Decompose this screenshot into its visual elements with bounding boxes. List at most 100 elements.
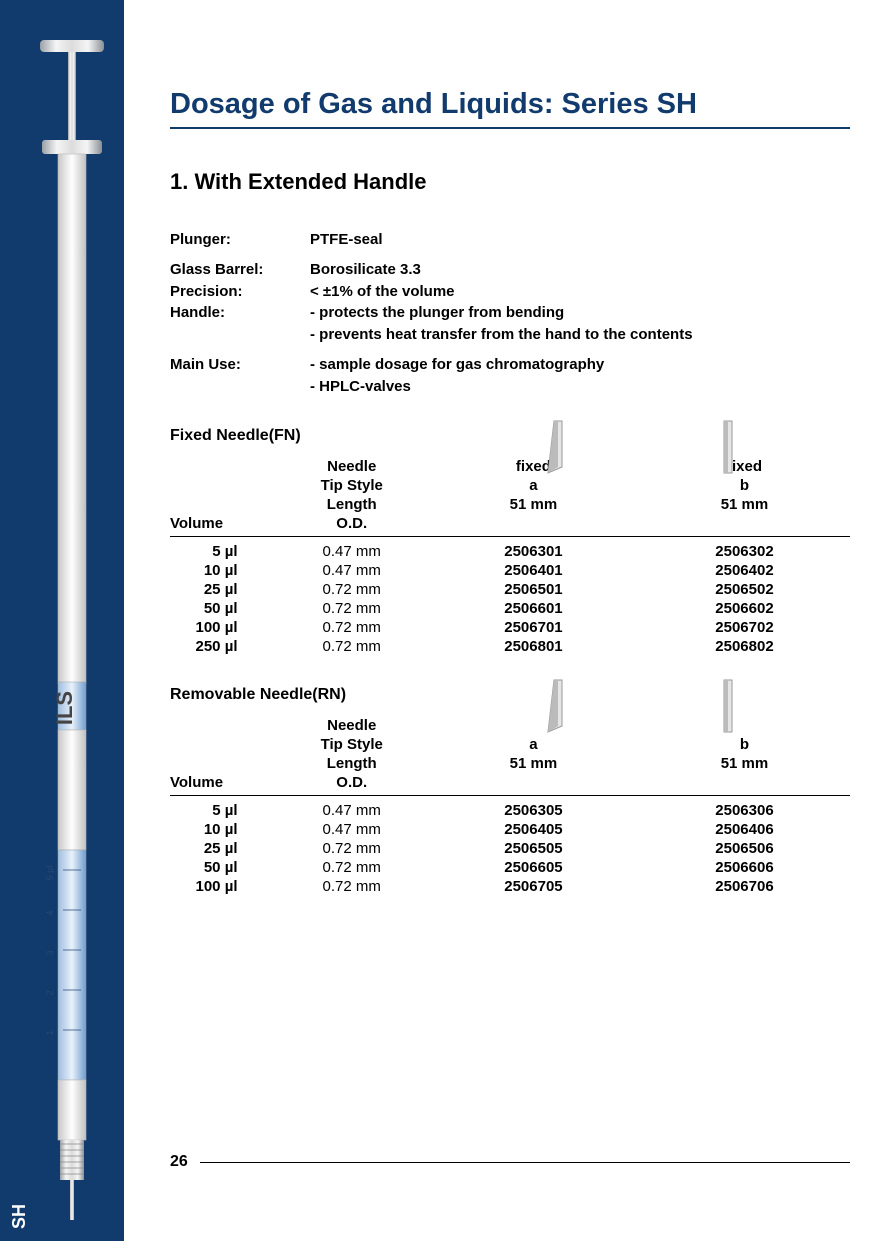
cell-od: 0.47 mm bbox=[276, 537, 428, 562]
cell-code-a: 2506605 bbox=[428, 858, 639, 877]
cell-volume: 100 µl bbox=[170, 877, 276, 896]
table-row: 10 µl0.47 mm25064012506402 bbox=[170, 561, 850, 580]
cell-code-a: 2506505 bbox=[428, 839, 639, 858]
fn-needle-icons bbox=[538, 417, 748, 477]
spec-label-mainuse: Main Use: bbox=[170, 354, 310, 376]
th-od: O.D. bbox=[276, 514, 428, 537]
cell-code-b: 2506506 bbox=[639, 839, 850, 858]
th-a: a bbox=[428, 476, 639, 495]
th-b: b bbox=[639, 735, 850, 754]
series-label: SH bbox=[9, 1204, 30, 1229]
spec-value-mainuse1: - sample dosage for gas chromatography bbox=[310, 354, 850, 376]
needle-tip-b-icon bbox=[708, 417, 748, 477]
cell-code-a: 2506401 bbox=[428, 561, 639, 580]
table-row: 100 µl0.72 mm25067012506702 bbox=[170, 618, 850, 637]
syringe-illustration: ILS 1 2 3 4 5 µl bbox=[40, 40, 104, 1220]
th-needle: Needle bbox=[276, 457, 428, 476]
th-tipstyle: Tip Style bbox=[276, 735, 428, 754]
spec-label-precision: Precision: bbox=[170, 281, 310, 303]
page-title: Dosage of Gas and Liquids: Series SH bbox=[170, 88, 850, 129]
spec-value-handle2: - prevents heat transfer from the hand t… bbox=[310, 324, 850, 346]
cell-code-b: 2506406 bbox=[639, 820, 850, 839]
th-len-b: 51 mm bbox=[639, 495, 850, 514]
table-row: 25 µl0.72 mm25065012506502 bbox=[170, 580, 850, 599]
svg-text:5 µl: 5 µl bbox=[45, 866, 55, 881]
cell-volume: 5 µl bbox=[170, 796, 276, 821]
th-len-a: 51 mm bbox=[428, 754, 639, 773]
table-row: 250 µl0.72 mm25068012506802 bbox=[170, 637, 850, 656]
spec-label-handle: Handle: bbox=[170, 302, 310, 324]
cell-od: 0.72 mm bbox=[276, 637, 428, 656]
sidebar: SH bbox=[0, 0, 124, 1241]
th-tipstyle: Tip Style bbox=[276, 476, 428, 495]
cell-od: 0.72 mm bbox=[276, 599, 428, 618]
rn-needle-icons bbox=[538, 676, 748, 736]
cell-code-a: 2506801 bbox=[428, 637, 639, 656]
spec-value-handle1: - protects the plunger from bending bbox=[310, 302, 850, 324]
cell-code-a: 2506305 bbox=[428, 796, 639, 821]
page-content: Dosage of Gas and Liquids: Series SH 1. … bbox=[170, 88, 850, 896]
th-len-a: 51 mm bbox=[428, 495, 639, 514]
section-heading: 1. With Extended Handle bbox=[170, 169, 850, 195]
rn-heading: Removable Needle(RN) bbox=[170, 686, 850, 704]
spec-label-glass: Glass Barrel: bbox=[170, 259, 310, 281]
table-row: 50 µl0.72 mm25066012506602 bbox=[170, 599, 850, 618]
cell-code-b: 2506702 bbox=[639, 618, 850, 637]
needle-tip-b-icon bbox=[708, 676, 748, 736]
th-needle: Needle bbox=[276, 716, 428, 735]
cell-od: 0.72 mm bbox=[276, 858, 428, 877]
cell-code-b: 2506606 bbox=[639, 858, 850, 877]
spec-value-mainuse2: - HPLC-valves bbox=[310, 376, 850, 398]
specs-block: Plunger: PTFE-seal Glass Barrel: Borosil… bbox=[170, 229, 850, 397]
cell-volume: 50 µl bbox=[170, 858, 276, 877]
th-volume: Volume bbox=[170, 773, 276, 796]
th-length: Length bbox=[276, 754, 428, 773]
svg-text:ILS: ILS bbox=[52, 691, 77, 725]
spec-value-glass: Borosilicate 3.3 bbox=[310, 259, 850, 281]
cell-code-a: 2506501 bbox=[428, 580, 639, 599]
cell-od: 0.47 mm bbox=[276, 796, 428, 821]
cell-volume: 100 µl bbox=[170, 618, 276, 637]
table-row: 10 µl0.47 mm25064052506406 bbox=[170, 820, 850, 839]
rn-table: Needle Tip Style a b Length 51 mm 51 mm … bbox=[170, 716, 850, 896]
svg-text:1: 1 bbox=[45, 1030, 55, 1035]
cell-volume: 250 µl bbox=[170, 637, 276, 656]
cell-od: 0.72 mm bbox=[276, 877, 428, 896]
cell-code-b: 2506402 bbox=[639, 561, 850, 580]
cell-code-b: 2506802 bbox=[639, 637, 850, 656]
th-length: Length bbox=[276, 495, 428, 514]
cell-code-b: 2506706 bbox=[639, 877, 850, 896]
needle-tip-a-icon bbox=[538, 676, 578, 736]
svg-text:4: 4 bbox=[45, 910, 55, 915]
spec-value-precision: < ±1% of the volume bbox=[310, 281, 850, 303]
th-b: b bbox=[639, 476, 850, 495]
spec-label-plunger: Plunger: bbox=[170, 229, 310, 251]
table-row: 100 µl0.72 mm25067052506706 bbox=[170, 877, 850, 896]
cell-volume: 10 µl bbox=[170, 820, 276, 839]
th-volume: Volume bbox=[170, 514, 276, 537]
cell-volume: 50 µl bbox=[170, 599, 276, 618]
cell-volume: 25 µl bbox=[170, 839, 276, 858]
th-od: O.D. bbox=[276, 773, 428, 796]
page-number: 26 bbox=[170, 1153, 188, 1171]
cell-code-a: 2506701 bbox=[428, 618, 639, 637]
cell-code-b: 2506306 bbox=[639, 796, 850, 821]
svg-text:3: 3 bbox=[45, 950, 55, 955]
cell-od: 0.72 mm bbox=[276, 839, 428, 858]
cell-code-b: 2506602 bbox=[639, 599, 850, 618]
cell-od: 0.72 mm bbox=[276, 580, 428, 599]
svg-text:2: 2 bbox=[45, 990, 55, 995]
table-row: 50 µl0.72 mm25066052506606 bbox=[170, 858, 850, 877]
cell-code-b: 2506502 bbox=[639, 580, 850, 599]
cell-code-a: 2506601 bbox=[428, 599, 639, 618]
cell-volume: 25 µl bbox=[170, 580, 276, 599]
cell-od: 0.47 mm bbox=[276, 561, 428, 580]
th-a: a bbox=[428, 735, 639, 754]
fn-table: Needle fixed fixed Tip Style a b Length … bbox=[170, 457, 850, 656]
cell-code-a: 2506301 bbox=[428, 537, 639, 562]
cell-od: 0.47 mm bbox=[276, 820, 428, 839]
table-row: 5 µl0.47 mm25063052506306 bbox=[170, 796, 850, 821]
cell-volume: 5 µl bbox=[170, 537, 276, 562]
cell-volume: 10 µl bbox=[170, 561, 276, 580]
needle-tip-a-icon bbox=[538, 417, 578, 477]
